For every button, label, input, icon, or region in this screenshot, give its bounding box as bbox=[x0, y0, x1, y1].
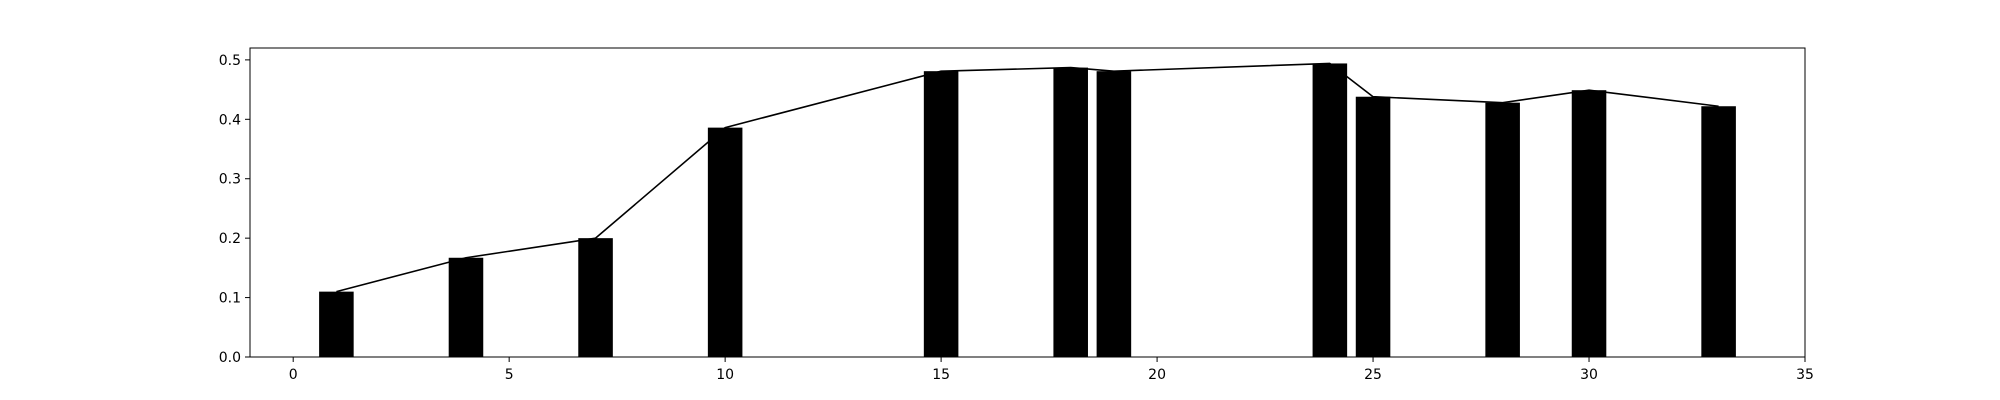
y-tick-label-0: 0.0 bbox=[219, 350, 241, 366]
y-tick-label-2: 0.2 bbox=[219, 231, 241, 247]
x-tick-label-0: 0 bbox=[289, 367, 298, 383]
bar-11 bbox=[1701, 106, 1736, 357]
bar-5 bbox=[1053, 67, 1088, 357]
y-tick-label-5: 0.5 bbox=[219, 53, 241, 69]
bar-4 bbox=[923, 71, 959, 358]
bar-7 bbox=[1312, 63, 1348, 357]
bar-1 bbox=[448, 257, 484, 357]
x-tick-label-2: 10 bbox=[716, 367, 734, 383]
bar-0 bbox=[319, 291, 354, 357]
y-tick-label-1: 0.1 bbox=[219, 291, 241, 307]
bar-6 bbox=[1096, 71, 1132, 358]
bar-2 bbox=[578, 238, 613, 357]
x-tick-label-3: 15 bbox=[932, 367, 950, 383]
bar-10 bbox=[1571, 90, 1607, 358]
x-tick-label-6: 30 bbox=[1580, 367, 1598, 383]
bar-9 bbox=[1485, 102, 1520, 358]
bar-3 bbox=[707, 127, 743, 357]
x-tick-label-1: 5 bbox=[505, 367, 514, 383]
plot-frame bbox=[249, 47, 1806, 358]
x-tick-label-5: 25 bbox=[1364, 367, 1382, 383]
y-tick-label-4: 0.4 bbox=[219, 112, 241, 128]
x-tick-label-7: 35 bbox=[1796, 367, 1814, 383]
x-tick-label-4: 20 bbox=[1148, 367, 1166, 383]
y-tick-label-3: 0.3 bbox=[219, 172, 241, 188]
bar-8 bbox=[1355, 96, 1391, 357]
series-line bbox=[336, 62, 1719, 293]
